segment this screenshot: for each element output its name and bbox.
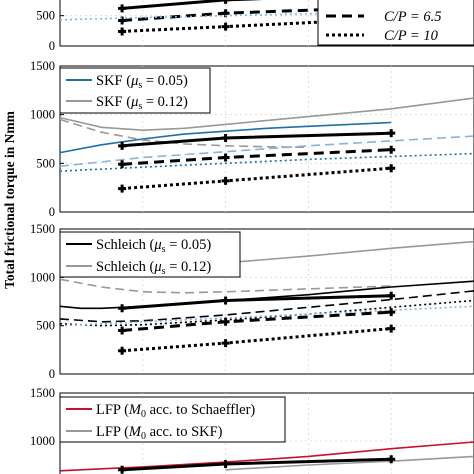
legend-label-skf-012: SKF (μs = 0.12)	[96, 94, 188, 112]
panel-3-series-8	[121, 327, 392, 353]
panel-3-series-5	[59, 305, 474, 327]
panel-2-series-5-marker-2	[387, 129, 396, 138]
panel-3-series-8-marker-0	[118, 346, 127, 355]
legend-label-skf-005: SKF (μs = 0.05)	[96, 73, 188, 91]
panel-3-series-7-marker-2	[387, 308, 396, 317]
panel-2-series-5	[121, 131, 392, 148]
legend-label-schleich-012: Schleich (μs = 0.12)	[96, 259, 211, 277]
panel-1-series-2-marker-0	[118, 27, 127, 36]
panel-3-series-6-marker-1	[221, 296, 230, 305]
panel-3-frame	[59, 228, 474, 375]
panel-3: 0 500 1000 1500 Schleich (μs = 0.05) Schlei…	[30, 222, 474, 381]
legend-label-cp-6-5: C/P = 6.5	[384, 9, 441, 25]
panel-4-ytick-1: 1500	[30, 386, 55, 400]
panel-3-series-1	[59, 278, 392, 294]
panel-4-legend-box	[59, 396, 286, 443]
panel-2-ytick-0: 0	[49, 205, 55, 219]
panel-2-ytick-1: 500	[36, 156, 55, 170]
panel-2-series-0	[59, 121, 392, 154]
panel-4-series-2-marker-1	[221, 460, 230, 469]
panel-3-legend: Schleich (μs = 0.05) Schleich (μs = 0.12…	[59, 231, 241, 278]
panel-4-series-2-marker-2	[387, 455, 396, 464]
panel-3-series-2	[59, 280, 474, 310]
panel-2-legend: SKF (μs = 0.05) SKF (μs = 0.12)	[59, 67, 211, 114]
panel-2-series-7-marker-0	[118, 184, 127, 193]
panel-4-legend: LFP (M0 acc. to Schaeffler) LFP (M0 acc.…	[59, 396, 286, 443]
panel-1-series-0	[121, 0, 264, 10]
panel-2-series-7	[121, 166, 392, 191]
panel-2-legend-box	[59, 67, 211, 114]
panel-4-series-1	[225, 455, 474, 471]
panel-4-series-0	[59, 441, 474, 472]
legend-label-schleich-005: Schleich (μs = 0.05)	[96, 237, 211, 255]
panel-2-series-6-marker-2	[387, 145, 396, 154]
panel-3-series-8-marker-2	[387, 324, 396, 333]
panel-3-ytick-0: 0	[49, 367, 55, 381]
panel-1-series-1-marker-0	[118, 16, 127, 25]
panel-3-series-7-marker-0	[118, 326, 127, 335]
panel-3-series-8-marker-1	[221, 339, 230, 348]
panel-1-series-2-marker-1	[221, 22, 230, 31]
panel-1-ytick-1: 500	[36, 9, 55, 23]
panel-4: 1000 1500 LFP (M0 acc. to Schaeffler) LFP…	[30, 386, 474, 474]
panel-2-series-6-marker-1	[221, 153, 230, 162]
panel-2-ytick-2: 1000	[30, 108, 55, 122]
panel-3-series-6-marker-2	[387, 291, 396, 300]
panel-2-frame	[59, 65, 474, 213]
panel-4-ytick-0: 1000	[30, 434, 55, 448]
panel-1-ytick-0: 0	[49, 39, 55, 53]
panel-2-series-5-marker-1	[221, 134, 230, 143]
legend-label-cp-10: C/P = 10	[384, 28, 439, 44]
panel-1: 0 500 C/P = 6.5 C/P = 10	[36, 0, 474, 53]
panel-2-series-5-marker-0	[118, 141, 127, 150]
panel-2-series-4	[59, 152, 474, 172]
panel-3-ytick-3: 1500	[30, 222, 55, 236]
panel-3-series-7	[121, 310, 392, 332]
panel-2-ytick-3: 1500	[30, 59, 55, 73]
legend-label-lfp-schaeffler: LFP (M0 acc. to Schaeffler)	[96, 402, 255, 420]
y-axis-label: Total frictional torque in Nmm	[2, 110, 17, 289]
panel-1-legend: C/P = 6.5 C/P = 10	[317, 0, 474, 46]
panel-1-legend-box	[317, 0, 474, 46]
legend-label-lfp-skf: LFP (M0 acc. to SKF)	[96, 424, 223, 442]
panel-3-series-6-marker-0	[118, 304, 127, 313]
panel-4-series-2-marker-0	[118, 465, 127, 474]
panel-2-series-2	[59, 118, 309, 149]
panel-2-series-7-marker-1	[221, 176, 230, 185]
panel-2-series-7-marker-2	[387, 164, 396, 173]
panel-1-series-0-marker-0	[118, 4, 127, 13]
panel-3-series-7-marker-1	[221, 317, 230, 326]
panel-3-legend-box	[59, 231, 241, 278]
panel-1-frame	[59, 0, 474, 47]
panel-1-series-0-marker-1	[221, 0, 230, 4]
panel-2: 0 500 1000 1500 SKF (μs = 0.05) SKF (μs = 0…	[30, 59, 474, 219]
panel-2-series-6-marker-0	[118, 160, 127, 169]
panel-3-ytick-2: 1000	[30, 270, 55, 284]
panel-3-ytick-1: 500	[36, 319, 55, 333]
panel-2-series-1	[59, 97, 474, 131]
